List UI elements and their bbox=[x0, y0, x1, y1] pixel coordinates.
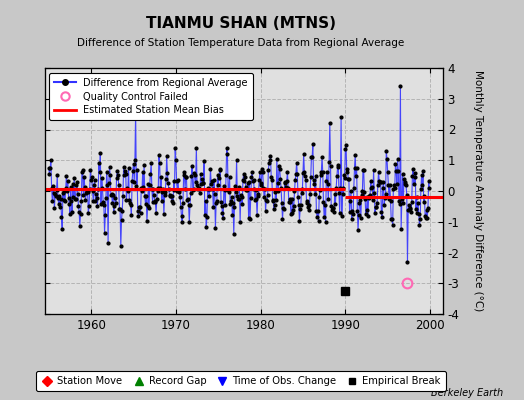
Legend: Difference from Regional Average, Quality Control Failed, Estimated Station Mean: Difference from Regional Average, Qualit… bbox=[49, 73, 253, 120]
Legend: Station Move, Record Gap, Time of Obs. Change, Empirical Break: Station Move, Record Gap, Time of Obs. C… bbox=[36, 371, 446, 391]
Y-axis label: Monthly Temperature Anomaly Difference (°C): Monthly Temperature Anomaly Difference (… bbox=[473, 70, 484, 312]
Text: Berkeley Earth: Berkeley Earth bbox=[431, 388, 503, 398]
Text: TIANMU SHAN (MTNS): TIANMU SHAN (MTNS) bbox=[146, 16, 336, 31]
Text: Difference of Station Temperature Data from Regional Average: Difference of Station Temperature Data f… bbox=[78, 38, 405, 48]
